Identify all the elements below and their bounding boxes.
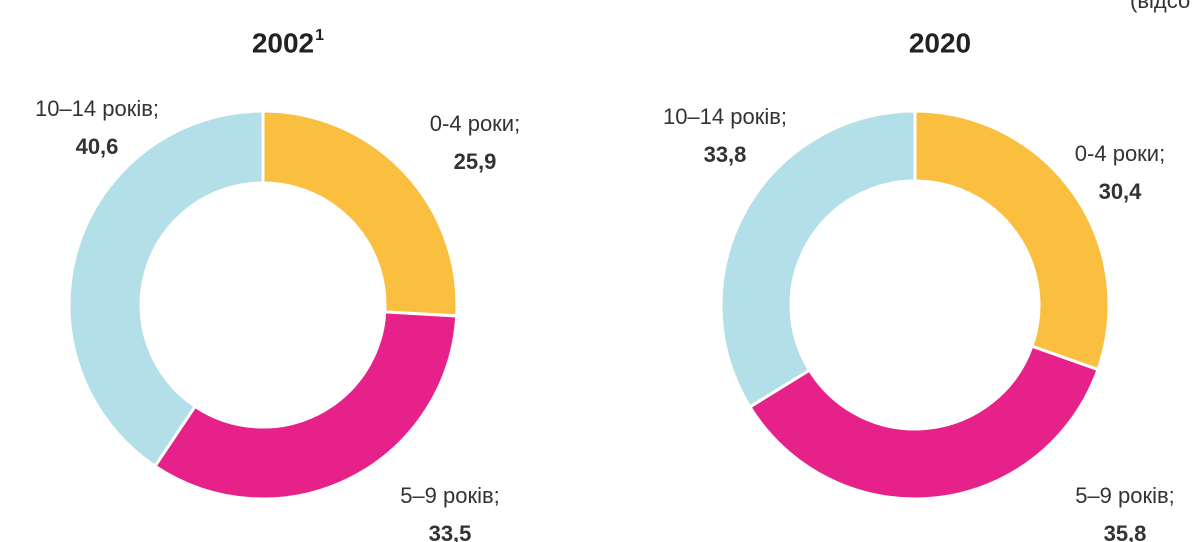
value-label: 30,4 (1099, 179, 1143, 204)
donut-segment (152, 310, 459, 501)
chart-title: 2002 (252, 27, 314, 58)
category-label: 10–14 років; (35, 96, 159, 121)
chart-title: 2020 (909, 27, 971, 58)
donut-segment (261, 109, 459, 318)
donut-segment (67, 109, 265, 469)
donut-segment (747, 344, 1100, 501)
title-note: 1 (315, 27, 324, 44)
value-label: 33,8 (704, 142, 747, 167)
category-label: 5–9 років; (400, 483, 500, 508)
category-label: 5–9 років; (1075, 483, 1175, 508)
donut-segment (719, 109, 917, 409)
value-label: 35,8 (1104, 521, 1147, 542)
category-label: 0-4 роки; (430, 111, 520, 136)
donut-segment (913, 109, 1111, 372)
note: (відсо (1130, 0, 1190, 13)
category-label: 10–14 років; (663, 104, 787, 129)
value-label: 40,6 (76, 134, 119, 159)
value-label: 25,9 (454, 149, 497, 174)
value-label: 33,5 (429, 521, 472, 542)
category-label: 0-4 роки; (1075, 141, 1165, 166)
